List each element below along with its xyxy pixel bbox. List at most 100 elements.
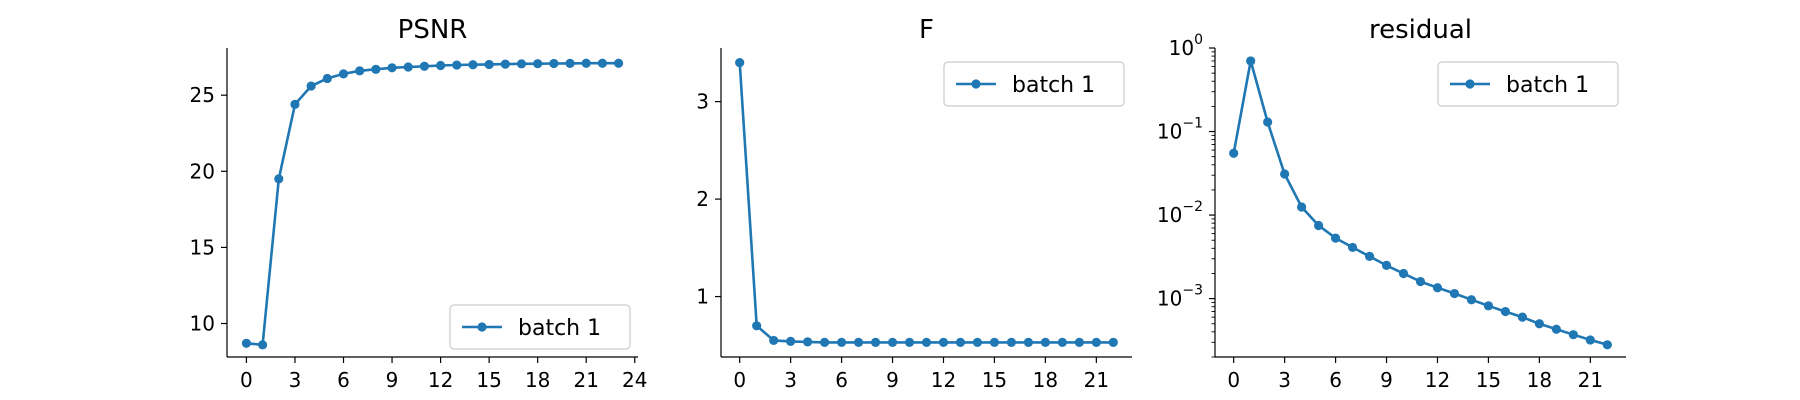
data-point (549, 58, 559, 69)
data-point (1449, 288, 1460, 299)
data-point (419, 61, 430, 71)
data-point (1585, 335, 1595, 345)
data-point (468, 60, 478, 70)
data-point (484, 59, 494, 70)
data-point (1023, 337, 1034, 347)
data-point (972, 337, 983, 347)
data-point (1551, 324, 1561, 334)
data-point (516, 59, 527, 69)
data-point (1364, 251, 1375, 262)
y-tick-label: 2 (696, 187, 709, 211)
y-tick-label-exponent: −2 (1182, 199, 1203, 215)
data-point (1534, 319, 1544, 329)
data-point (355, 66, 365, 76)
data-point (371, 64, 381, 74)
data-point (1432, 283, 1443, 293)
legend-marker (477, 322, 487, 332)
data-point (870, 337, 881, 347)
y-tick-label-base: 10 (1157, 120, 1182, 144)
x-tick-label: 24 (622, 368, 647, 392)
data-point (1074, 337, 1084, 347)
data-point (1466, 295, 1477, 305)
y-tick-label-exponent: −3 (1182, 283, 1203, 299)
x-tick-label: 6 (337, 368, 350, 392)
y-tick-label-base: 10 (1157, 203, 1182, 227)
data-point (306, 81, 316, 91)
data-point (290, 99, 300, 109)
y-tick-label: 1 (696, 285, 709, 309)
chart-title: PSNR (398, 15, 468, 45)
data-point (1517, 312, 1528, 322)
data-point (257, 340, 268, 350)
data-point (819, 337, 830, 347)
data-point (241, 338, 252, 348)
data-point (1263, 117, 1273, 127)
data-point (1602, 340, 1612, 350)
legend-box (449, 304, 631, 350)
x-tick-label: 15 (476, 368, 501, 392)
y-tick-label: 10−2 (1157, 199, 1203, 227)
data-point (1381, 260, 1392, 270)
x-tick-label: 6 (1329, 368, 1342, 392)
data-point (1057, 337, 1067, 347)
data-point (581, 58, 591, 68)
data-point (989, 337, 1000, 347)
legend-label: batch 1 (518, 316, 601, 341)
legend-label: batch 1 (1506, 73, 1589, 98)
data-point (938, 337, 949, 347)
data-point (452, 60, 462, 70)
data-point (769, 335, 779, 346)
y-tick-label: 3 (696, 90, 709, 114)
data-point (613, 58, 624, 68)
data-point (786, 336, 796, 347)
x-tick-label: 18 (525, 368, 550, 392)
data-point (500, 59, 510, 69)
y-tick-label-base: 10 (1169, 36, 1194, 60)
x-tick-label: 15 (1476, 368, 1501, 392)
data-point (1313, 220, 1324, 231)
y-tick-label-exponent: 0 (1194, 32, 1203, 48)
data-point (1229, 148, 1239, 158)
x-tick-label: 0 (240, 368, 253, 392)
x-tick-label: 12 (931, 368, 956, 392)
data-point (955, 337, 966, 347)
data-point (322, 73, 332, 84)
data-point (836, 337, 847, 347)
data-point (1280, 169, 1290, 179)
legend-label: batch 1 (1012, 73, 1095, 98)
x-tick-label: 21 (1084, 368, 1109, 392)
data-point (887, 337, 898, 347)
legend-box (1437, 61, 1619, 107)
data-point (1330, 233, 1341, 243)
legend: batch 1 (943, 61, 1125, 107)
data-point (1500, 306, 1511, 317)
legend-marker (1465, 79, 1475, 89)
x-tick-label: 3 (1278, 368, 1291, 392)
legend: batch 1 (1437, 61, 1619, 107)
y-tick-label: 10 (190, 312, 215, 336)
x-tick-label: 9 (886, 368, 899, 392)
data-point (1297, 202, 1307, 212)
data-point (565, 58, 575, 68)
data-point (1108, 337, 1118, 347)
y-tick-label: 10−1 (1157, 116, 1203, 144)
y-tick-label: 20 (190, 159, 215, 183)
x-tick-label: 3 (289, 368, 302, 392)
x-tick-label: 0 (1227, 368, 1240, 392)
y-tick-label: 25 (190, 83, 215, 107)
data-point (1398, 268, 1409, 279)
x-tick-label: 3 (784, 368, 797, 392)
data-point (403, 62, 413, 72)
data-point (904, 337, 915, 347)
y-tick-label-base: 10 (1157, 287, 1182, 311)
chart-title: F (919, 15, 934, 45)
chart-panel-1: PSNR 0 3 6 9 12 15 18 21 24 10 15 20 25 batch 1 (190, 15, 648, 392)
data-point (435, 60, 446, 71)
data-point (1415, 276, 1426, 287)
x-tick-label: 12 (428, 368, 453, 392)
data-point (921, 337, 932, 347)
y-tick-label: 15 (190, 235, 215, 259)
y-tick-label: 10−3 (1157, 283, 1203, 311)
